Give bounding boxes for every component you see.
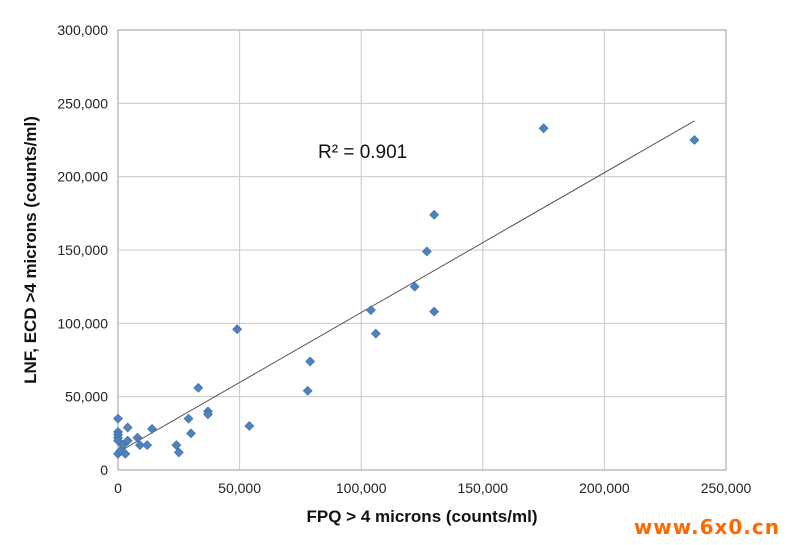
data-point xyxy=(142,440,153,450)
y-axis-title: LNF, ECD >4 microns (counts/ml) xyxy=(21,116,40,384)
data-point xyxy=(366,305,376,316)
y-tick-labels: 0 50,000 100,000 150,000 200,000 250,000 300,0… xyxy=(57,22,108,478)
data-point xyxy=(689,135,700,145)
data-point xyxy=(429,306,440,317)
x-tick-label: 150,000 xyxy=(457,480,508,496)
data-point xyxy=(538,123,549,134)
x-axis-title: FPQ > 4 microns (counts/ml) xyxy=(307,507,538,526)
data-point xyxy=(186,428,196,439)
x-tick-label: 0 xyxy=(114,480,122,496)
data-point xyxy=(183,413,194,424)
data-point xyxy=(244,421,255,431)
watermark: www.6x0.cn xyxy=(633,515,780,539)
data-point xyxy=(421,246,432,257)
data-point xyxy=(302,385,313,396)
x-tick-labels: 0 50,000 100,000 150,000 200,000 250,000 xyxy=(114,480,751,496)
data-point xyxy=(171,440,182,450)
y-tick-label: 300,000 xyxy=(57,22,108,38)
data-point xyxy=(193,382,204,393)
data-point xyxy=(305,356,316,367)
data-point xyxy=(370,328,381,339)
data-point xyxy=(409,281,420,292)
data-point xyxy=(203,409,213,420)
data-point xyxy=(173,447,184,458)
y-tick-label: 200,000 xyxy=(57,169,108,185)
x-tick-label: 250,000 xyxy=(701,480,752,496)
y-tick-label: 250,000 xyxy=(57,95,108,111)
data-point xyxy=(232,324,243,335)
x-tick-label: 50,000 xyxy=(218,480,261,496)
data-point xyxy=(147,424,157,434)
x-tick-label: 200,000 xyxy=(579,480,630,496)
data-point xyxy=(134,440,145,450)
x-tick-label: 100,000 xyxy=(336,480,387,496)
y-tick-label: 150,000 xyxy=(57,242,108,258)
r-squared-annotation: R² = 0.901 xyxy=(318,142,407,163)
data-point xyxy=(429,209,440,220)
y-tick-label: 50,000 xyxy=(65,389,108,405)
data-point xyxy=(122,435,133,446)
data-point xyxy=(120,448,131,459)
y-tick-label: 100,000 xyxy=(57,315,108,331)
data-points xyxy=(113,123,700,459)
trendline xyxy=(117,120,695,453)
data-point xyxy=(122,422,133,433)
data-point xyxy=(113,413,123,424)
gridlines xyxy=(118,30,726,470)
y-tick-label: 0 xyxy=(100,462,108,478)
data-point xyxy=(132,432,143,443)
